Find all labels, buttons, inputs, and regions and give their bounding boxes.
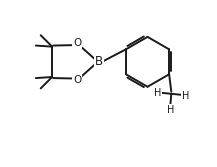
Text: B: B — [95, 55, 103, 68]
Text: O: O — [73, 38, 81, 48]
Text: H: H — [166, 105, 174, 115]
Text: H: H — [182, 91, 189, 101]
Text: O: O — [73, 75, 81, 85]
Text: H: H — [153, 88, 161, 98]
